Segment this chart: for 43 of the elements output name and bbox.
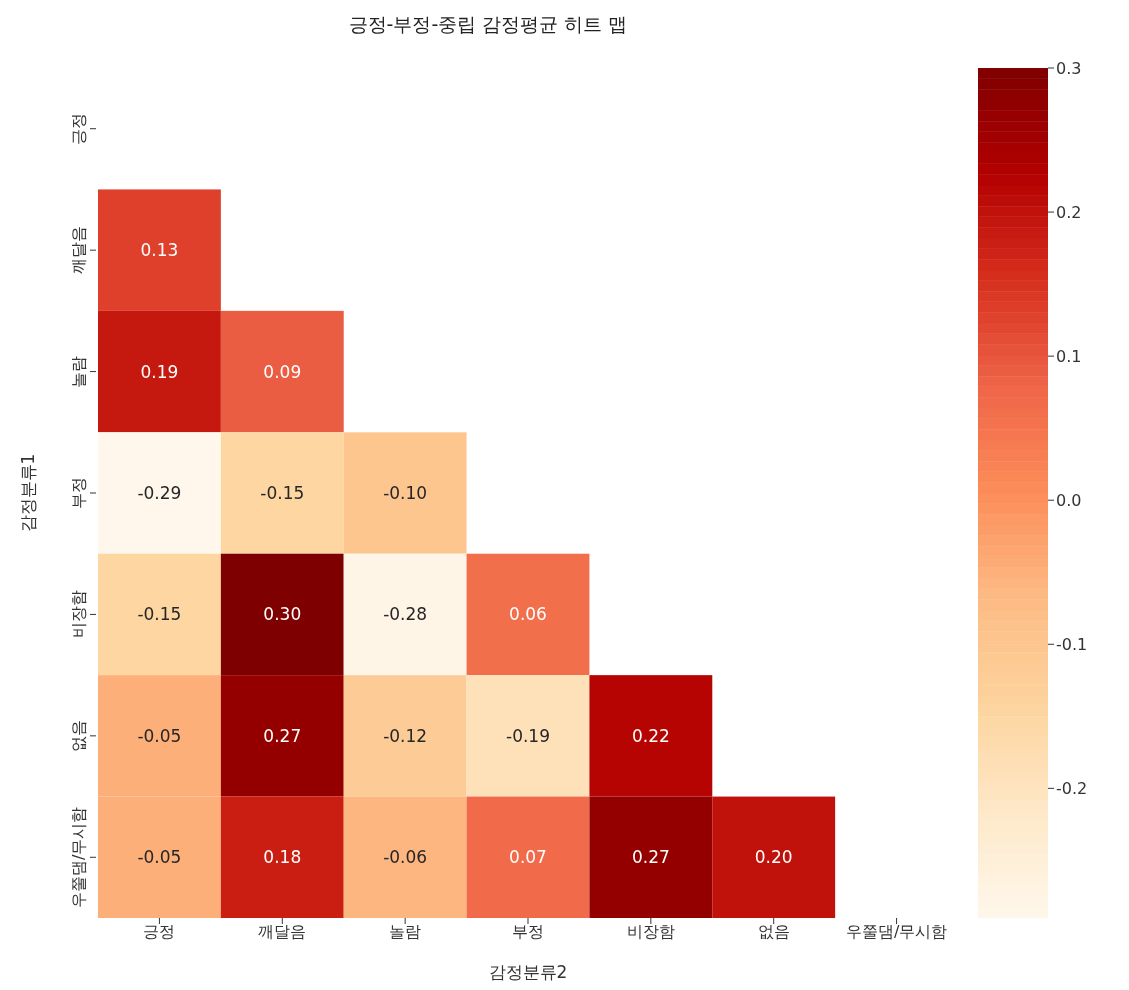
color-bar-label: 0.0 — [1056, 490, 1082, 510]
y-tick-label: 긍정 — [69, 112, 88, 145]
x-tick-label: 긍정 — [143, 922, 176, 942]
color-bar-label: -0.1 — [1056, 634, 1088, 654]
y-tick-label: 없음 — [69, 719, 88, 752]
x-tick-label: 비장함 — [626, 922, 675, 942]
data-label: -0.10 — [383, 483, 428, 503]
x-tick-label: 놀람 — [389, 922, 422, 942]
x-axis-title: 감정분류2 — [488, 962, 568, 982]
x-tick-label: 없음 — [757, 922, 790, 942]
y-tick-label: 놀람 — [69, 355, 88, 388]
color-bar-label: -0.2 — [1056, 779, 1088, 799]
data-label: 0.27 — [631, 847, 670, 868]
x-tick-label: 우쭐댐/무시함 — [845, 922, 948, 942]
y-tick-label: 깨달음 — [69, 226, 88, 275]
data-label: 0.09 — [263, 361, 302, 382]
y-tick-label: 비장함 — [69, 590, 88, 639]
color-bar-label: 0.1 — [1056, 346, 1082, 366]
x-tick-label: 부정 — [512, 922, 544, 942]
color-bar-label: 0.3 — [1056, 58, 1082, 78]
data-label: -0.15 — [260, 483, 305, 503]
data-label: 0.20 — [754, 847, 793, 868]
color-bar-label: 0.2 — [1056, 202, 1082, 222]
data-label: 0.18 — [263, 847, 302, 868]
data-label: -0.06 — [383, 847, 428, 868]
data-label: 0.07 — [509, 847, 547, 868]
data-label: -0.15 — [137, 604, 182, 625]
y-tick-label: 부정 — [69, 477, 88, 509]
data-label: -0.19 — [506, 725, 550, 746]
data-label: -0.28 — [383, 604, 428, 625]
data-label: 0.13 — [140, 240, 179, 261]
y-axis-title: 감정분류1 — [18, 453, 39, 533]
data-label: 0.30 — [263, 604, 302, 625]
data-label: 0.06 — [509, 604, 547, 625]
data-label: -0.05 — [137, 725, 182, 746]
chart-title: 긍정-부정-중립 감정평균 히트 맵 — [347, 12, 629, 37]
data-label: 0.27 — [263, 725, 302, 746]
data-label: -0.05 — [137, 847, 182, 868]
data-label: -0.29 — [137, 483, 182, 503]
data-label: 0.22 — [631, 725, 670, 746]
x-tick-label: 깨달음 — [258, 922, 307, 942]
data-label: -0.12 — [383, 725, 428, 746]
data-label: 0.19 — [140, 361, 179, 382]
